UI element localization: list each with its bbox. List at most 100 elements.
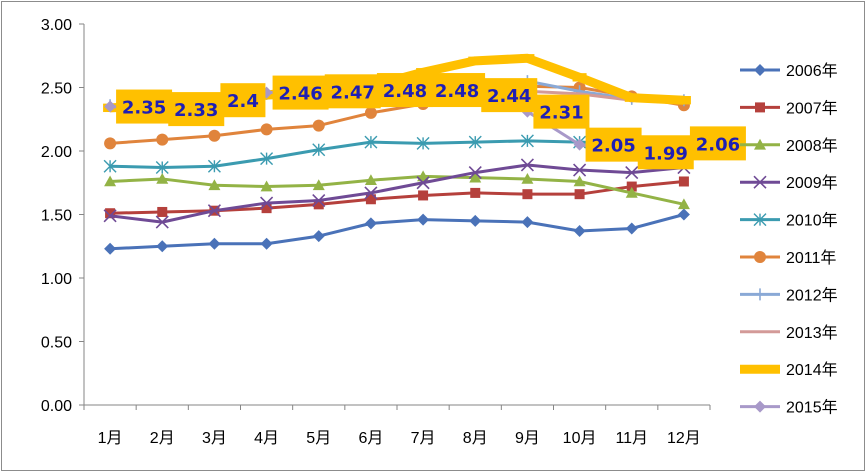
data-point	[312, 193, 326, 208]
x-tick-label: 9月	[515, 430, 540, 447]
legend-marker	[753, 365, 767, 374]
legend-label: 2012年	[786, 286, 838, 304]
data-point	[261, 203, 272, 214]
y-tick-label: 2.00	[41, 144, 72, 161]
data-label: 2.33	[168, 92, 225, 127]
legend: 2006年 2007年 2008年 2009年 2010年 2011年 2012年 2013年…	[740, 62, 838, 417]
data-label-text: 1.99	[644, 143, 688, 164]
data-label-layer: 2.35 2.33 2.4 2.46 2.47 2.48 2.48 2.44 2.31 2.05 1…	[116, 73, 746, 170]
series-2008年	[104, 170, 690, 210]
data-point	[156, 172, 169, 184]
data-point	[572, 73, 587, 82]
data-label-box	[116, 89, 173, 124]
data-point	[470, 187, 481, 198]
series-line	[110, 179, 685, 215]
data-label-box	[429, 73, 486, 108]
data-label-text: 2.47	[331, 82, 375, 103]
legend-entry: 2008年	[740, 137, 838, 155]
data-point	[208, 129, 221, 142]
data-label-text: 2.48	[383, 81, 427, 102]
data-label-text: 2.46	[278, 84, 322, 105]
legend-label: 2015年	[786, 399, 838, 417]
data-point	[416, 68, 431, 77]
data-point	[208, 179, 221, 191]
data-point	[522, 189, 533, 200]
legend-entry: 2014年	[740, 361, 838, 379]
data-point	[573, 225, 586, 238]
data-point	[104, 242, 117, 255]
data-point	[260, 237, 273, 250]
data-point	[312, 230, 325, 243]
legend-marker	[753, 175, 767, 189]
data-label-text: 2.35	[122, 98, 166, 119]
data-point	[156, 133, 169, 146]
data-label: 2.06	[689, 126, 746, 161]
data-point	[626, 181, 637, 192]
data-point	[103, 209, 117, 223]
legend-label: 2011年	[786, 249, 836, 267]
series-line	[110, 213, 685, 251]
legend-marker	[754, 138, 766, 150]
legend-label: 2010年	[786, 212, 838, 230]
data-point	[521, 216, 534, 229]
data-point	[677, 208, 690, 221]
series-2009年	[103, 158, 691, 229]
x-tick-label: 1月	[98, 430, 123, 447]
data-point	[469, 214, 482, 227]
data-point	[625, 222, 638, 235]
data-label-box	[272, 75, 329, 110]
data-point	[678, 176, 689, 187]
y-tick-label: 3.00	[41, 17, 72, 34]
data-point	[469, 171, 482, 183]
data-point	[155, 215, 169, 229]
series-2007年	[105, 176, 689, 219]
data-point	[104, 137, 117, 150]
axes: 0.00 0.50 1.00 1.50 2.00 2.50 3.00 1月 2月 3月 4月 5月 6月…	[41, 17, 711, 447]
data-label: 2.44	[481, 78, 538, 113]
data-point	[625, 186, 638, 198]
data-point	[573, 175, 586, 187]
data-point	[260, 180, 273, 192]
data-point	[312, 119, 325, 132]
legend-entry: 2009年	[740, 174, 838, 192]
data-point	[416, 176, 430, 190]
y-tick-label: 0.50	[41, 335, 72, 352]
legend-entry: 2011年	[740, 249, 836, 267]
data-label-box	[220, 83, 266, 118]
data-label-box	[585, 127, 642, 162]
data-point	[103, 159, 117, 173]
data-label-text: 2.06	[696, 134, 740, 155]
data-point	[417, 213, 430, 226]
legend-entry: 2007年	[740, 99, 838, 117]
data-label-text: 2.44	[487, 86, 531, 107]
data-point	[260, 152, 274, 166]
series-line	[109, 163, 685, 224]
data-label-text: 2.4	[227, 91, 259, 112]
data-point	[104, 100, 117, 113]
data-point	[105, 208, 116, 219]
data-label-text: 2.48	[435, 81, 479, 102]
y-tick-label: 1.50	[41, 208, 72, 225]
data-label-box	[637, 135, 694, 170]
series-line	[109, 84, 685, 145]
legend-label: 2006年	[786, 62, 838, 80]
data-point	[520, 54, 535, 63]
data-point	[313, 199, 324, 210]
data-point	[676, 96, 691, 105]
legend-marker	[754, 251, 766, 263]
data-point	[312, 179, 325, 191]
data-point	[260, 196, 274, 210]
x-tick-label: 5月	[306, 430, 331, 447]
legend-marker	[754, 400, 766, 413]
data-label-box	[168, 92, 225, 127]
data-point	[418, 190, 429, 201]
data-label: 2.46	[272, 75, 329, 110]
data-point	[365, 194, 376, 205]
x-tick-label: 6月	[358, 430, 383, 447]
legend-entry: 2015年	[740, 399, 838, 417]
legend-label: 2013年	[786, 324, 838, 342]
x-tick-label: 12月	[667, 430, 701, 447]
data-point	[573, 163, 587, 177]
x-tick-label: 11月	[615, 430, 648, 447]
